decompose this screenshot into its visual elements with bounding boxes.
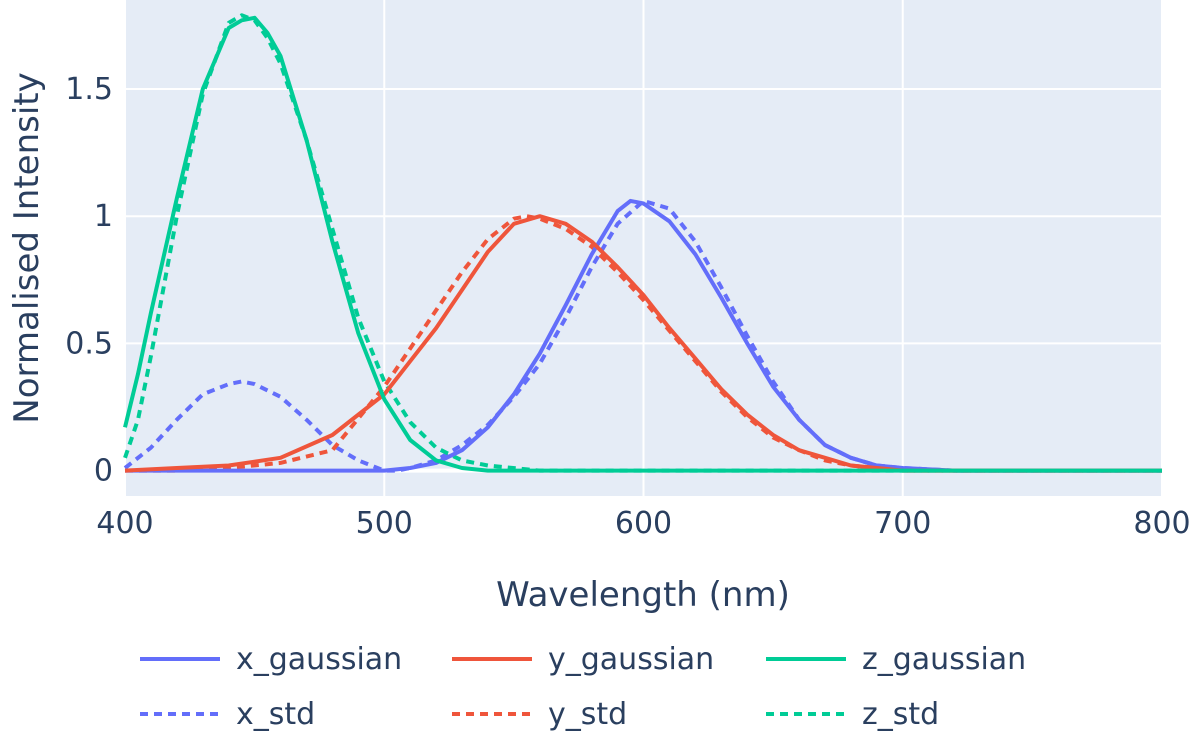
legend-item-y-gaussian[interactable]: y_gaussian xyxy=(452,642,714,677)
y-tick-label: 1 xyxy=(94,199,113,234)
y-tick-label: 1.5 xyxy=(65,72,113,107)
legend-item-y-std[interactable]: y_std xyxy=(452,697,627,732)
legend-label: y_std xyxy=(548,697,627,732)
series-line-z-gaussian xyxy=(123,15,1162,473)
x-tick-label: 500 xyxy=(356,506,413,541)
x-tick-label: 800 xyxy=(1133,506,1190,541)
legend-label: z_std xyxy=(862,697,939,732)
x-tick-label: 700 xyxy=(874,506,931,541)
legend-item-x-std[interactable]: x_std xyxy=(140,697,315,732)
gridlines xyxy=(124,0,1163,496)
legend-label: x_std xyxy=(236,697,315,732)
legend-label: x_gaussian xyxy=(236,642,402,677)
legend: x_gaussian y_gaussian z_gaussian x_std y_std… xyxy=(140,642,1026,732)
x-tick-label: 600 xyxy=(615,506,672,541)
legend-label: y_gaussian xyxy=(548,642,714,677)
y-tick-label: 0.5 xyxy=(65,326,113,361)
legend-item-z-std[interactable]: z_std xyxy=(766,697,939,732)
legend-item-x-gaussian[interactable]: x_gaussian xyxy=(140,642,402,677)
series-lines xyxy=(123,13,1162,473)
y-tick-label: 0 xyxy=(94,454,113,489)
series-line-x-gaussian xyxy=(125,198,1162,473)
y-axis-title: Normalised Intensity xyxy=(7,72,47,423)
legend-label: z_gaussian xyxy=(862,642,1026,677)
y-tick-labels: 0 0.5 1 1.5 xyxy=(65,72,113,489)
legend-item-z-gaussian[interactable]: z_gaussian xyxy=(766,642,1026,677)
x-axis-title: Wavelength (nm) xyxy=(496,575,790,615)
x-tick-labels: 400 500 600 700 800 xyxy=(96,506,1190,541)
x-tick-label: 400 xyxy=(96,506,153,541)
